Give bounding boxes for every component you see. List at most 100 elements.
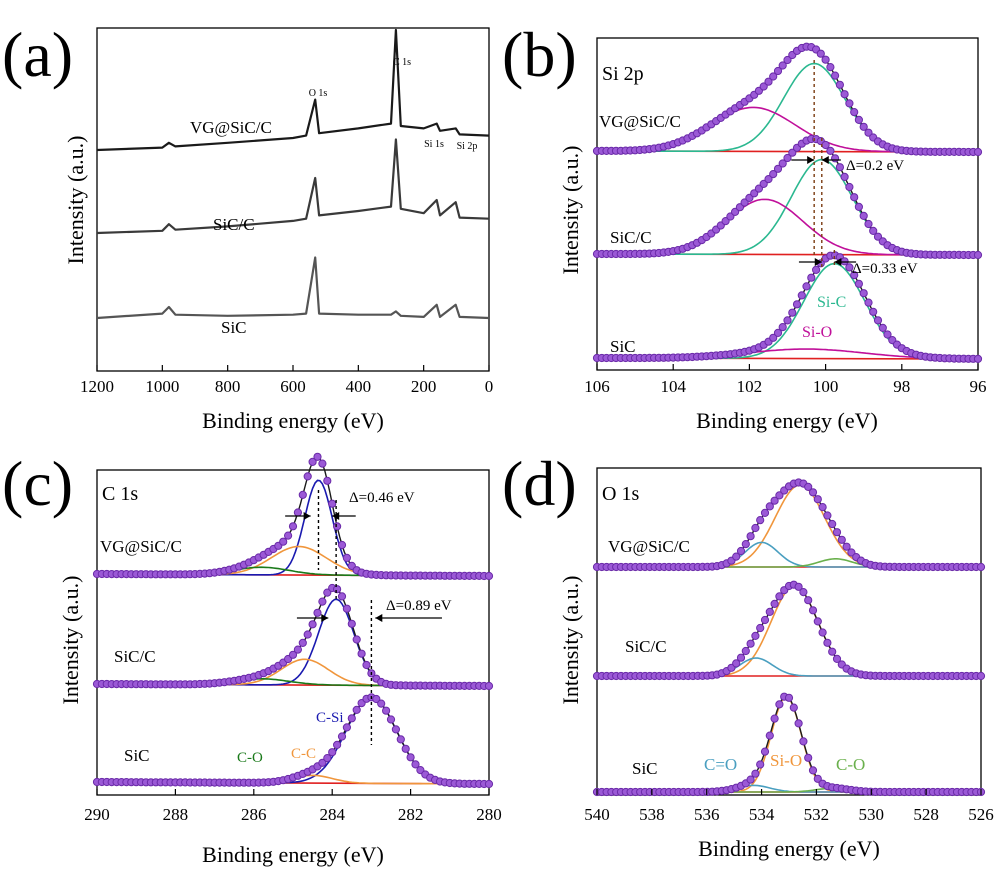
data-point <box>826 63 835 72</box>
x-tick-label: 538 <box>639 805 665 824</box>
curve-label-c-sicc: SiC/C <box>114 647 156 666</box>
y-axis-label-c: Intensity (a.u.) <box>58 576 83 705</box>
x-axis-label-b: Binding energy (eV) <box>696 408 878 433</box>
data-point <box>775 592 784 601</box>
data-point <box>288 650 298 659</box>
data-point <box>784 693 794 702</box>
series-line-SiC/C <box>96 138 490 235</box>
data-point <box>328 748 337 757</box>
x-tick-label: 526 <box>968 805 994 824</box>
data-point <box>318 597 327 606</box>
data-point <box>813 774 822 783</box>
component-label-c-cc: C-C <box>291 746 316 762</box>
peak-label-si2p: Si 2p <box>457 141 478 152</box>
data-point <box>411 760 420 769</box>
x-tick-label: 528 <box>913 805 939 824</box>
data-point <box>778 159 787 168</box>
panel-a: (a) 1200 1000 800 600 400 200 0 Binding energy… <box>2 19 493 433</box>
data-point <box>745 193 754 202</box>
data-point <box>769 72 778 81</box>
data-point <box>773 164 783 173</box>
data-point <box>756 516 765 525</box>
data-point <box>828 647 837 656</box>
data-point <box>783 316 792 325</box>
data-point <box>799 588 808 597</box>
data-point <box>352 635 361 644</box>
data-point <box>794 719 803 728</box>
data-point <box>760 508 770 518</box>
curve-label-d-vg: VG@SiC/C <box>608 537 690 556</box>
data-point <box>847 548 856 557</box>
data-point <box>818 503 827 512</box>
data-point <box>799 737 808 746</box>
data-point <box>391 725 400 734</box>
data-point <box>842 542 851 551</box>
data-point <box>751 523 760 533</box>
plot-frame-a <box>96 27 490 372</box>
curve-label-c-sic: SiC <box>124 746 150 765</box>
curve-label-d-sic: SiC <box>632 759 658 778</box>
data-point <box>850 193 859 202</box>
data-point <box>741 646 750 656</box>
data-point <box>823 511 832 520</box>
data-point <box>883 330 892 339</box>
panel-d: (d) 540 538 536 534 532 530 528 526 O 1s Bindin… <box>502 448 994 861</box>
data-point <box>759 179 768 188</box>
data-point <box>746 775 755 784</box>
data-point <box>764 77 773 86</box>
data-point <box>484 571 494 581</box>
data-point <box>337 732 347 741</box>
data-point <box>770 496 779 505</box>
data-point <box>797 291 806 300</box>
data-point <box>740 198 749 207</box>
peak-label-si1s: Si 1s <box>424 139 444 150</box>
curve-label-d-sicc: SiC/C <box>625 637 667 656</box>
component-label-d-co: C-O <box>836 755 865 774</box>
component-Si-O <box>597 585 981 677</box>
data-point <box>840 257 849 266</box>
shift-label-c-1: Δ=0.46 eV <box>349 490 415 506</box>
fit-envelope <box>597 583 981 677</box>
data-point <box>342 604 351 613</box>
x-tick-label: 290 <box>84 805 110 824</box>
data-point <box>973 354 983 363</box>
data-point <box>850 271 859 280</box>
peak-label-o1s: O 1s <box>309 88 328 99</box>
arrow-head <box>821 156 829 164</box>
data-point <box>756 760 765 769</box>
spectra-d <box>592 478 986 797</box>
data-point <box>741 540 750 549</box>
data-point <box>783 55 792 65</box>
panel-letter-b: (b) <box>502 19 577 90</box>
data-point <box>835 80 845 89</box>
data-point <box>873 232 883 241</box>
data-point <box>873 316 883 325</box>
panel-letter-c: (c) <box>2 448 73 519</box>
data-point <box>864 219 873 229</box>
data-point <box>303 630 312 639</box>
data-point <box>859 122 868 131</box>
x-tick-label: 200 <box>411 377 437 396</box>
data-point <box>783 153 792 163</box>
arrow-head <box>834 258 842 266</box>
data-point <box>804 596 813 605</box>
data-point <box>484 779 494 789</box>
data-point <box>765 731 774 740</box>
panel-letter-d: (d) <box>502 448 577 519</box>
data-point <box>778 323 787 332</box>
data-point <box>845 99 854 108</box>
data-point <box>808 606 818 615</box>
data-point <box>756 623 765 633</box>
data-point <box>788 148 797 157</box>
inset-title-d: O 1s <box>602 483 639 505</box>
data-point <box>396 735 405 744</box>
fit-envelope <box>97 696 489 785</box>
x-tick-label: 600 <box>280 377 306 396</box>
component-label-c-co: C-O <box>237 750 263 766</box>
x-tick-label: 540 <box>584 805 610 824</box>
data-point <box>818 628 827 637</box>
data-point <box>308 457 317 466</box>
data-point <box>770 599 779 609</box>
data-point <box>792 300 802 309</box>
data-point <box>773 328 783 337</box>
